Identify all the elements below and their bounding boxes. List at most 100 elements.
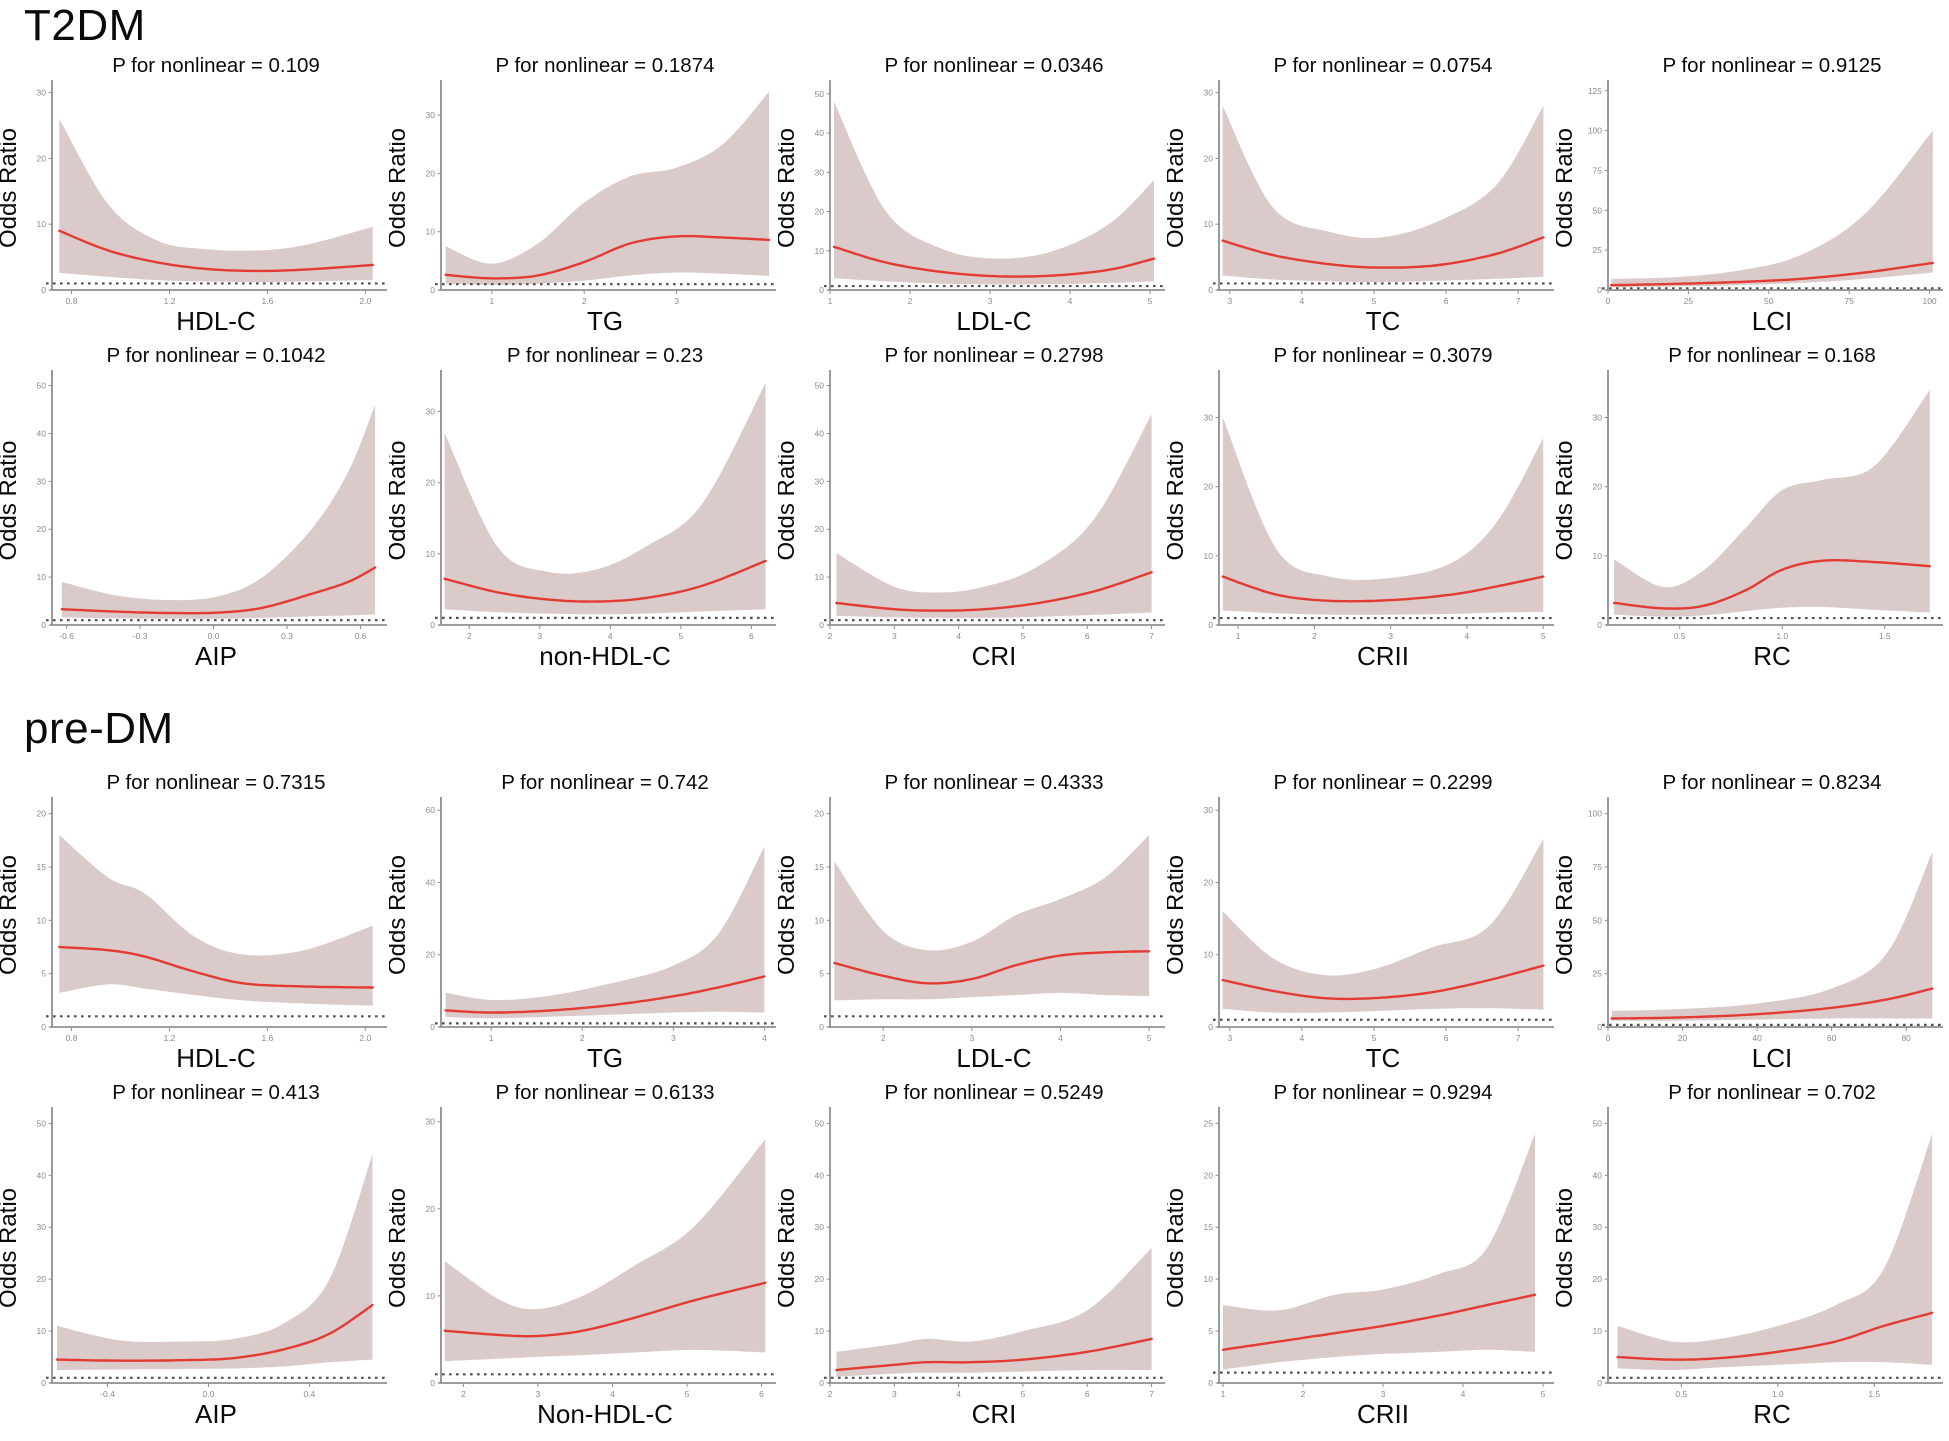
y-axis-label: Odds Ratio [0, 1188, 22, 1308]
x-tick-label: 1.5 [1879, 631, 1891, 641]
y-tick-label: 30 [1593, 1222, 1603, 1232]
x-tick-label: 3 [969, 1033, 974, 1043]
y-tick-label: 0 [1597, 1378, 1602, 1388]
subplot-svg: 0 10 20 30 40 50 -0.6 -0.3 0.0 0.3 0.6 P for nonlin… [0, 344, 387, 671]
confidence-band [1611, 852, 1933, 1021]
panel-t2dm-tc: 0 10 20 30 3 4 5 6 7 P for nonlinear = 0.0754 TC Od… [1167, 52, 1556, 342]
panel-t2dm-hdl-c: 0 10 20 30 0.8 1.2 1.6 2.0 P for nonlinear = 0.1… [0, 52, 389, 342]
y-tick-label: 30 [815, 476, 825, 486]
x-tick-label: 3 [892, 1389, 897, 1399]
panel-title: P for nonlinear = 0.3079 [1273, 344, 1492, 367]
y-tick-label: 0 [41, 1022, 46, 1032]
confidence-band [1617, 1133, 1933, 1370]
x-tick-label: 2 [828, 631, 833, 641]
y-tick-label: 0 [41, 620, 46, 630]
y-axis-label: Odds Ratio [389, 440, 411, 560]
y-tick-label: 20 [1593, 482, 1603, 492]
y-axis-label: Odds Ratio [1556, 128, 1578, 248]
spline-line [1610, 987, 1934, 1020]
panel-title: P for nonlinear = 0.0346 [884, 54, 1103, 77]
panel-t2dm-ldl-c: 0 10 20 30 40 50 1 2 3 4 5 P for nonlinear = 0.0346… [778, 52, 1167, 342]
x-axis-label: CRII [1357, 1399, 1409, 1429]
x-tick-label: 4 [1058, 1033, 1063, 1043]
y-tick-label: 30 [1204, 413, 1214, 423]
y-axis-label: Odds Ratio [778, 128, 800, 248]
y-tick-label: 0 [819, 620, 824, 630]
x-tick-label: 25 [1684, 296, 1694, 306]
y-tick-label: 30 [1204, 805, 1214, 815]
y-tick-label: 0 [1208, 1022, 1213, 1032]
subplot-svg: 0 10 20 30 3 4 5 6 7 P for nonlinear = 0.2299 TC Od… [1167, 771, 1554, 1073]
x-tick-label: 4 [1068, 296, 1073, 306]
y-axis-label: Odds Ratio [1167, 855, 1189, 975]
y-tick-label: 20 [1593, 1274, 1603, 1284]
y-axis-label: Odds Ratio [1556, 855, 1578, 975]
confidence-band [1614, 389, 1930, 617]
y-tick-label: 40 [815, 1170, 825, 1180]
x-tick-label: 2.0 [359, 296, 371, 306]
x-tick-label: 7 [1149, 1389, 1154, 1399]
y-tick-label: 20 [37, 153, 47, 163]
y-tick-label: 0 [1597, 620, 1602, 630]
y-tick-label: 50 [1593, 915, 1603, 925]
panel-title: P for nonlinear = 0.168 [1668, 344, 1876, 367]
spline-line [1616, 1311, 1934, 1361]
section-header-t2dm: T2DM [24, 1, 146, 50]
y-tick-label: 20 [815, 207, 825, 217]
y-tick-label: 100 [1588, 809, 1602, 819]
y-tick-label: 0 [430, 620, 435, 630]
subplot-svg: 0 10 20 30 0.8 1.2 1.6 2.0 P for nonlinear = 0.1… [0, 54, 387, 336]
x-tick-label: 2 [1312, 631, 1317, 641]
confidence-band [836, 414, 1152, 618]
y-tick-label: 10 [37, 1326, 47, 1336]
x-tick-label: 6 [1444, 1033, 1449, 1043]
panel-title: P for nonlinear = 0.109 [112, 54, 320, 77]
y-tick-label: 20 [1204, 482, 1214, 492]
y-tick-label: 10 [37, 219, 47, 229]
confidence-band [1222, 105, 1544, 283]
x-tick-label: 0.6 [355, 631, 367, 641]
spline-line [58, 229, 374, 273]
confidence-band [59, 118, 373, 283]
x-tick-label: 6 [1085, 1389, 1090, 1399]
y-tick-label: 20 [1204, 153, 1214, 163]
panel-t2dm-cri: 0 10 20 30 40 50 2 3 4 5 6 7 P for nonlinear = 0.279… [778, 342, 1167, 677]
confidence-band [445, 91, 769, 285]
confidence-band [1611, 130, 1933, 288]
y-tick-label: 0 [430, 1378, 435, 1388]
spline-line [833, 950, 1151, 985]
y-tick-label: 60 [426, 805, 436, 815]
y-tick-label: 15 [37, 862, 47, 872]
x-tick-label: 5 [685, 1389, 690, 1399]
y-tick-label: 75 [1593, 862, 1603, 872]
x-axis-label: TC [1366, 306, 1401, 336]
confidence-band [836, 1248, 1152, 1377]
subplot-svg: 0 10 20 30 40 50 2 3 4 5 6 7 P for nonlinear = 0.279… [778, 344, 1165, 671]
spline-line [444, 975, 766, 1014]
x-tick-label: 4 [1465, 631, 1470, 641]
x-tick-label: 3 [536, 1389, 541, 1399]
panel-t2dm-rc: 0 10 20 30 0.5 1.0 1.5 P for nonlinear = 0.168 R… [1556, 342, 1945, 677]
x-axis-label: LCI [1752, 1043, 1792, 1073]
panel-predm-non-hdl-c: 0 10 20 30 2 3 4 5 6 P for nonlinear = 0.6133 Non-… [389, 1079, 778, 1435]
x-tick-label: 2 [582, 296, 587, 306]
x-tick-label: 5 [1021, 631, 1026, 641]
x-tick-label: 0.8 [66, 296, 78, 306]
x-axis-label: TC [1366, 1043, 1401, 1073]
y-tick-label: 20 [1204, 1170, 1214, 1180]
y-axis-label: Odds Ratio [389, 855, 411, 975]
spline-line [835, 1337, 1153, 1372]
panel-title: P for nonlinear = 0.23 [507, 344, 703, 367]
spline-line [832, 245, 1156, 278]
x-axis-label: AIP [195, 641, 237, 671]
x-tick-label: 4 [1300, 1033, 1305, 1043]
x-tick-label: 2 [908, 296, 913, 306]
x-axis-label: TG [587, 306, 623, 336]
spline-line [1612, 559, 1931, 610]
confidence-band [59, 835, 373, 1006]
x-tick-label: 60 [1827, 1033, 1837, 1043]
panel-predm-rc: 0 10 20 30 40 50 0.5 1.0 1.5 P for nonlinear = 0.… [1556, 1079, 1945, 1435]
x-tick-label: 2 [1301, 1389, 1306, 1399]
x-tick-label: 1 [1236, 631, 1241, 641]
y-tick-label: 5 [1208, 1326, 1213, 1336]
